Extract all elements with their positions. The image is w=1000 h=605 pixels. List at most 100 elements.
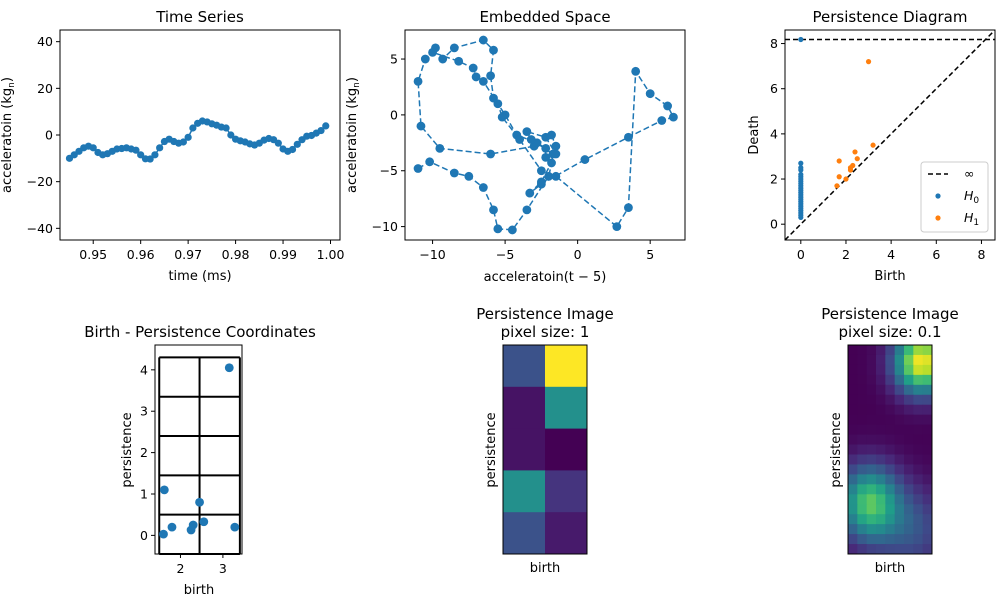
plot-frame xyxy=(847,344,933,555)
data-point xyxy=(663,101,672,111)
heatmap-cell xyxy=(848,374,858,386)
heatmap-cell xyxy=(894,474,905,485)
heatmap-cell xyxy=(857,414,868,426)
y-axis-label: persistence xyxy=(120,412,135,487)
data-point xyxy=(435,144,445,153)
heatmap-cell xyxy=(904,384,914,396)
heatmap-cell xyxy=(904,345,914,356)
heatmap-cell xyxy=(876,534,886,545)
heatmap-cell xyxy=(848,404,858,416)
heatmap-cell xyxy=(866,404,877,416)
data-point xyxy=(544,171,554,181)
heatmap-cell xyxy=(894,524,905,535)
heatmap-cell xyxy=(857,514,868,525)
data-point xyxy=(413,76,423,86)
heatmap-cell xyxy=(848,504,858,515)
heatmap-cell xyxy=(857,534,868,545)
plot-frame xyxy=(502,344,588,555)
heatmap-cell xyxy=(904,374,914,386)
data-point xyxy=(454,56,464,66)
heatmap-cell xyxy=(913,374,924,386)
plot-frame xyxy=(784,29,996,241)
data-point xyxy=(551,171,561,181)
y-axis-label: persistence xyxy=(829,412,844,487)
heatmap-cell xyxy=(866,464,877,475)
heatmap-cell xyxy=(885,404,896,416)
data-point xyxy=(525,188,535,198)
point-h1 xyxy=(836,158,842,164)
heatmap-cell xyxy=(894,424,905,436)
data-point xyxy=(274,139,282,147)
chart-title: Birth - Persistence Coordinates xyxy=(84,323,316,341)
plot-frame xyxy=(59,29,341,241)
data-point xyxy=(478,35,488,45)
heatmap-cell xyxy=(894,404,905,416)
heatmap-cell xyxy=(894,454,905,465)
heatmap-cell xyxy=(904,454,914,465)
data-point xyxy=(159,529,168,539)
heatmap-cell xyxy=(922,444,933,455)
data-point xyxy=(497,112,507,122)
heatmap-cell xyxy=(857,394,868,406)
heatmap-cell xyxy=(848,394,858,406)
heatmap-cell xyxy=(885,534,896,545)
heatmap-cell xyxy=(894,394,905,406)
heatmap-cell xyxy=(857,504,868,515)
data-point xyxy=(146,155,154,163)
heatmap-cell xyxy=(866,424,877,436)
heatmap-cell xyxy=(913,414,924,426)
data-point xyxy=(645,89,655,99)
heatmap-cell xyxy=(857,544,868,555)
heatmap-cell xyxy=(866,474,877,485)
heatmap-cell xyxy=(913,524,924,535)
heatmap-cell xyxy=(885,544,896,555)
data-point xyxy=(522,127,532,137)
heatmap-cell xyxy=(876,384,886,396)
x-tick-label: 3 xyxy=(219,561,227,576)
heatmap-cell xyxy=(857,454,868,465)
persistence-diagram-chart: Persistence Diagram 0 2 4 6 8 0 2 4 6 8 Birth Dea… xyxy=(747,8,996,284)
y-axis-label: acceleratoin (kgn) xyxy=(345,77,362,193)
x-axis-label: birth xyxy=(875,561,906,576)
heatmap-cell xyxy=(904,464,914,475)
heatmap-cell xyxy=(866,374,877,386)
point-h1 xyxy=(834,183,840,189)
heatmap-cell xyxy=(885,354,896,366)
diagonal-line xyxy=(784,29,996,241)
heatmap-cell xyxy=(904,474,914,485)
heatmap-cell xyxy=(848,514,858,525)
heatmap-cell xyxy=(848,454,858,465)
x-tick-label: 0 xyxy=(797,247,805,262)
heatmap-cell xyxy=(913,345,924,356)
legend-label-inf: ∞ xyxy=(964,166,974,181)
heatmap-cell xyxy=(866,354,877,366)
data-point xyxy=(224,363,234,373)
data-point xyxy=(624,132,633,142)
data-point xyxy=(486,149,495,159)
heatmap-cell xyxy=(904,354,914,366)
data-point xyxy=(449,43,459,53)
y-tick-label: −20 xyxy=(27,174,53,189)
y-tick-label: 6 xyxy=(770,81,778,96)
data-point xyxy=(438,54,448,64)
chart-title: Persistence Image xyxy=(476,305,614,323)
data-point xyxy=(541,152,551,162)
heatmap-cell xyxy=(894,354,905,366)
heatmap-cell xyxy=(885,484,896,495)
heatmap-cell xyxy=(894,534,905,545)
heatmap-cell xyxy=(913,534,924,545)
heatmap-cell xyxy=(876,504,886,515)
x-tick-label: −10 xyxy=(419,247,445,262)
heatmap-cell xyxy=(894,464,905,475)
heatmap-cell xyxy=(885,424,896,436)
heatmap-cell xyxy=(913,514,924,525)
heatmap-cell xyxy=(876,544,886,555)
y-tick-label: 2 xyxy=(770,172,778,187)
heatmap-cell xyxy=(913,494,924,505)
heatmap-cell xyxy=(904,524,914,535)
heatmap-cell xyxy=(876,444,886,455)
point-h1 xyxy=(850,162,856,169)
plot-frame xyxy=(404,29,686,241)
legend-box xyxy=(920,161,989,233)
